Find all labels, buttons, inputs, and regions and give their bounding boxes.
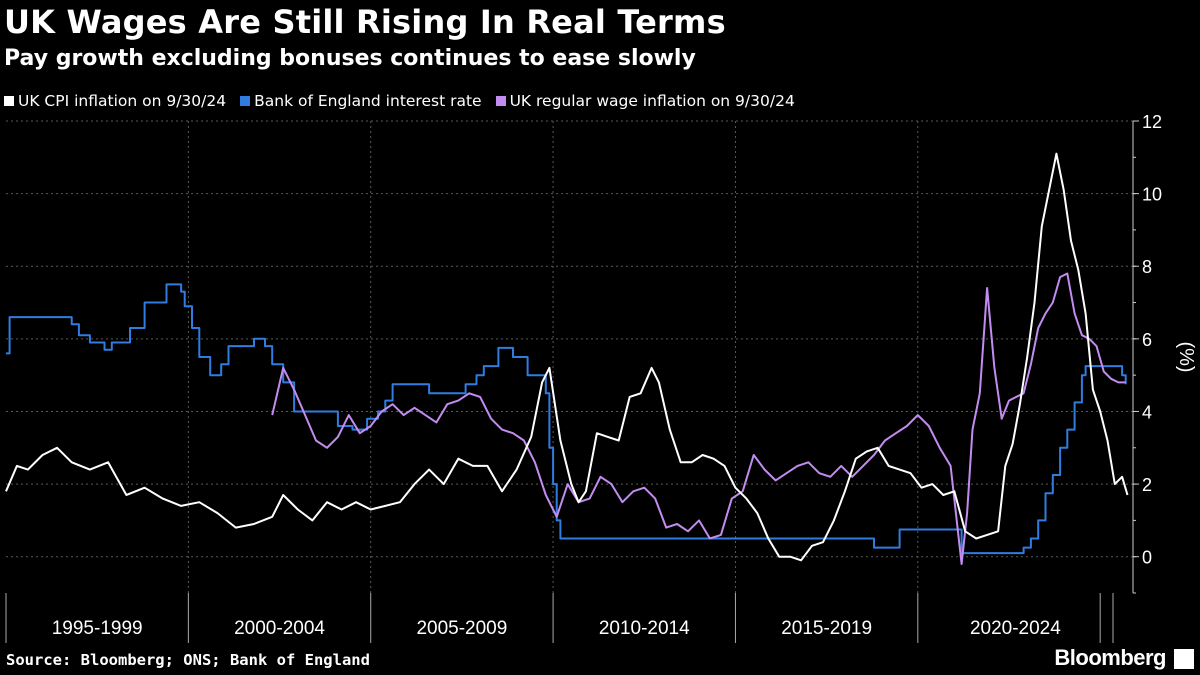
- x-period-label: 2020-2024: [970, 618, 1061, 639]
- series-line-boe-rate: [6, 283, 1127, 555]
- legend-item-boe-rate[interactable]: Bank of England interest rate: [240, 92, 482, 110]
- legend-item-wage[interactable]: UK regular wage inflation on 9/30/24: [495, 92, 795, 110]
- y-tick-label: 2: [1142, 475, 1152, 495]
- legend-swatch-cpi: [4, 96, 14, 106]
- x-period-label: 2010-2014: [599, 618, 690, 639]
- brand-logo-text: Bloomberg: [1054, 645, 1166, 670]
- source-note: Source: Bloomberg; ONS; Bank of England: [6, 651, 370, 669]
- y-tick-label: 4: [1142, 402, 1152, 422]
- y-tick-label: 0: [1142, 548, 1152, 568]
- y-tick-label: 8: [1142, 257, 1152, 277]
- series-line-cpi: [5, 152, 1129, 562]
- y-tick-label: 6: [1142, 330, 1152, 350]
- series-line-wage: [271, 272, 1126, 565]
- legend-swatch-boe-rate: [240, 96, 251, 106]
- x-period-label: 2015-2019: [781, 618, 872, 639]
- y-tick-label: 10: [1142, 185, 1162, 205]
- legend-label-cpi: UK CPI inflation on 9/30/24: [18, 92, 227, 110]
- bloomberg-terminal-icon: [1174, 649, 1194, 669]
- x-period-label: 1995-1999: [52, 618, 143, 639]
- legend-item-cpi[interactable]: UK CPI inflation on 9/30/24: [4, 92, 226, 110]
- chart-title: UK Wages Are Still Rising In Real Terms: [4, 3, 726, 41]
- chart-legend: UK CPI inflation on 9/30/24 Bank of Engl…: [4, 90, 809, 112]
- legend-label-boe-rate: Bank of England interest rate: [254, 92, 482, 110]
- chart-subtitle: Pay growth excluding bonuses continues t…: [4, 46, 696, 71]
- line-chart: 0 2 4 6 8 10 12 (%) 1995-1999 2000-2004 2005-2009 2…: [5, 115, 1197, 643]
- legend-swatch-wage: [495, 96, 506, 106]
- x-period-label: 2000-2004: [234, 618, 325, 639]
- y-tick-label: 12: [1142, 115, 1162, 132]
- x-period-label: 2005-2009: [416, 618, 507, 639]
- legend-label-wage: UK regular wage inflation on 9/30/24: [509, 92, 795, 110]
- y-axis-label: (%): [1175, 341, 1197, 372]
